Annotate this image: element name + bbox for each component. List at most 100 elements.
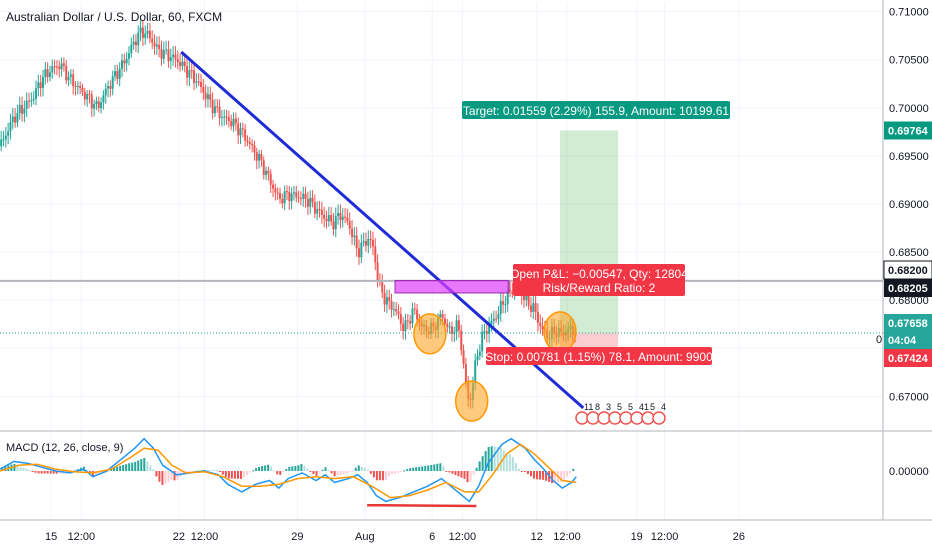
- candle-body: [355, 235, 358, 249]
- macd-bar: [412, 467, 415, 471]
- candle-body: [130, 44, 133, 54]
- event-marker[interactable]: [630, 411, 644, 425]
- candle-body: [309, 197, 312, 207]
- macd-bar: [19, 467, 22, 471]
- macd-bar: [285, 468, 288, 471]
- highlight-circle[interactable]: [413, 313, 447, 355]
- candle-body: [237, 123, 240, 136]
- candle-body: [248, 141, 251, 144]
- candle-body: [318, 208, 321, 210]
- candle-body: [525, 294, 528, 301]
- macd-bar: [545, 471, 548, 481]
- candle-body: [2, 139, 5, 141]
- candle-body: [104, 88, 107, 96]
- candle-body: [267, 170, 270, 174]
- candle-body: [227, 117, 230, 122]
- macd-bar: [375, 471, 378, 481]
- macd-bar: [246, 471, 249, 475]
- event-marker[interactable]: [608, 411, 622, 425]
- candle-body: [162, 50, 165, 59]
- candle-body: [327, 215, 330, 222]
- candle-body: [225, 116, 228, 118]
- event-count: 5: [617, 402, 622, 412]
- event-count: 5: [628, 402, 633, 412]
- event-marker[interactable]: [641, 411, 655, 425]
- candle-body: [118, 68, 121, 79]
- candle-body: [478, 351, 481, 356]
- candle-body: [272, 184, 275, 189]
- candle-body: [109, 86, 112, 89]
- candle-body: [190, 70, 193, 72]
- candle-body: [28, 100, 31, 102]
- highlight-circle[interactable]: [543, 311, 577, 353]
- macd-bar: [542, 471, 545, 480]
- signal-line: [0, 443, 577, 499]
- candle-body: [148, 30, 151, 39]
- candle-body: [527, 294, 530, 306]
- candle-body: [488, 324, 491, 335]
- macd-bar: [378, 471, 381, 481]
- macd-bar: [52, 471, 55, 474]
- candle-body: [218, 106, 221, 119]
- candle-body: [90, 94, 93, 109]
- macd-bar: [330, 471, 333, 474]
- macd-bar: [94, 471, 97, 476]
- macd-bar: [236, 471, 239, 479]
- macd-bar: [258, 467, 261, 471]
- macd-bar: [140, 459, 143, 471]
- candle-body: [362, 241, 365, 243]
- candle-body: [123, 60, 126, 64]
- candle-body: [288, 191, 291, 202]
- event-marker[interactable]: [586, 411, 600, 425]
- macd-bar: [394, 471, 397, 474]
- time-axis[interactable]: 15 12:00 22 12:00 29 Aug 6 12:00 12 12:00 19 12:00 2…: [45, 531, 745, 543]
- macd-bar: [306, 468, 309, 471]
- candle-body: [202, 86, 205, 93]
- candle-body: [116, 71, 119, 79]
- event-count: 3: [606, 402, 611, 412]
- candle-body: [44, 69, 47, 78]
- macd-bar: [119, 465, 122, 471]
- event-marker[interactable]: [575, 411, 589, 425]
- candle-body: [234, 118, 237, 124]
- macd-label: MACD (12, 26, close, 9): [6, 442, 123, 454]
- candle-body: [60, 63, 63, 70]
- line-price-tag-bg: [884, 279, 932, 297]
- candle-body: [181, 61, 184, 67]
- price-tick-label: 0.70000: [889, 103, 929, 115]
- candle-body: [506, 289, 509, 305]
- macd-bar: [360, 466, 363, 471]
- chart-title: Australian Dollar / U.S. Dollar, 60, FXC…: [6, 10, 222, 24]
- event-marker[interactable]: [597, 411, 611, 425]
- macd-bar: [475, 467, 478, 471]
- macd-bar: [384, 471, 387, 481]
- candle-body: [25, 100, 28, 109]
- divergence-line[interactable]: [367, 503, 477, 508]
- candle-body: [32, 98, 35, 101]
- highlight-circle[interactable]: [454, 380, 489, 422]
- candle-body: [146, 30, 149, 34]
- time-tick-label: 12:00: [68, 531, 96, 543]
- line-price-tag: 0.68205: [888, 283, 928, 295]
- candle-body: [9, 122, 12, 132]
- candle-body: [337, 212, 340, 217]
- macd-bar: [221, 471, 224, 475]
- event-marker[interactable]: [619, 411, 633, 425]
- macd-bar: [116, 466, 119, 471]
- candle-body: [299, 198, 302, 200]
- macd-bar: [233, 471, 236, 479]
- drawing-overlays[interactable]: 11 8 3 5 5 41 5 4: [0, 50, 883, 425]
- event-marker[interactable]: [652, 411, 666, 425]
- candle-body: [320, 209, 323, 215]
- candle-body: [411, 308, 414, 324]
- candle-body: [21, 105, 24, 114]
- macd-bar: [451, 471, 454, 474]
- candle-body: [155, 44, 158, 47]
- candle-body: [127, 53, 130, 59]
- resistance-zone[interactable]: [394, 279, 510, 294]
- price-axis[interactable]: 0.71000 0.70500 0.70000 0.69500 0.69000 0.685…: [876, 7, 932, 478]
- macd-bar: [448, 471, 451, 473]
- macd-bar: [345, 471, 348, 474]
- candle-body: [529, 305, 532, 312]
